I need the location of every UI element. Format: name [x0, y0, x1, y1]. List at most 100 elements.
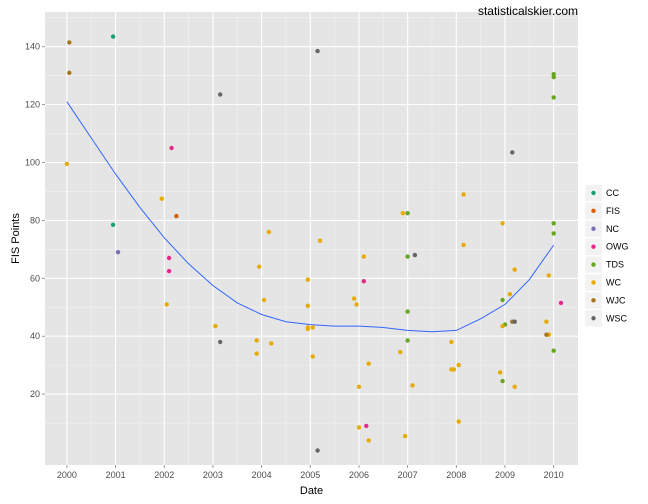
point-wc: [64, 161, 70, 167]
x-tick-label: 2006: [349, 470, 369, 480]
point-wc: [257, 264, 262, 269]
point-wjc: [544, 332, 549, 337]
point-wc: [512, 267, 517, 272]
x-tick-label: 2003: [203, 470, 223, 480]
y-axis-ticks: 20 40 60 80 100 120 140: [25, 42, 45, 399]
y-axis-title: FIS Points: [10, 213, 22, 264]
point-tds: [551, 348, 556, 353]
point-tds: [405, 309, 410, 314]
point-cc: [110, 222, 116, 227]
legend-label-wjc: WJC: [606, 295, 626, 305]
point-wc: [269, 341, 274, 346]
legend-label-nc: NC: [606, 224, 619, 234]
point-tds: [405, 338, 410, 343]
point-owg: [364, 423, 369, 429]
point-wc: [317, 238, 323, 243]
legend: CC FIS NC OWG TDS WC WJC WSC: [584, 184, 629, 328]
point-fis: [174, 213, 179, 219]
smooth-trend-layer: [66, 101, 555, 333]
legend-label-tds: TDS: [606, 260, 624, 270]
legend-swatch-nc: [591, 226, 596, 231]
point-wc: [410, 383, 415, 388]
point-wc: [461, 192, 466, 197]
x-tick-label: 2008: [446, 470, 466, 480]
legend-swatch-cc: [591, 190, 596, 196]
point-wc: [500, 221, 505, 226]
legend-swatch-tds: [591, 262, 596, 267]
point-wc: [305, 326, 310, 332]
point-wsc: [218, 339, 223, 345]
y-tick-label: 40: [30, 331, 40, 341]
point-wsc: [315, 48, 320, 54]
legend-swatch-owg: [591, 244, 596, 249]
point-wc: [310, 325, 315, 330]
smooth-trend-line: [66, 101, 555, 333]
x-tick-label: 2000: [57, 470, 77, 480]
legend-swatch-wjc: [591, 298, 596, 303]
y-tick-label: 80: [30, 215, 40, 225]
x-tick-label: 2010: [544, 470, 564, 480]
point-wc: [449, 339, 454, 345]
point-tds: [551, 95, 556, 100]
point-wc: [500, 323, 505, 329]
point-wc: [546, 273, 551, 278]
point-wc: [497, 370, 503, 375]
y-tick-label: 20: [30, 389, 40, 399]
point-nc: [115, 250, 121, 255]
point-wc: [512, 384, 517, 389]
point-wc: [456, 362, 461, 368]
point-wc: [400, 211, 405, 216]
y-tick-label: 60: [30, 273, 40, 283]
point-wc: [456, 419, 461, 424]
point-wjc: [67, 40, 72, 45]
point-wc: [366, 438, 371, 443]
point-wc: [461, 242, 466, 248]
point-owg: [361, 279, 366, 284]
point-wc: [213, 323, 218, 329]
point-wc: [507, 292, 513, 297]
point-wc: [403, 433, 408, 439]
legend-label-owg: OWG: [606, 242, 629, 252]
legend-label-wsc: WSC: [606, 313, 627, 323]
point-wsc: [315, 448, 320, 453]
point-wc: [159, 196, 164, 201]
point-wsc: [218, 92, 223, 97]
point-cc: [110, 34, 116, 39]
point-owg: [558, 300, 564, 306]
panel-background: [45, 12, 578, 465]
point-tds: [405, 211, 410, 216]
point-wc: [305, 277, 310, 282]
x-tick-label: 2001: [106, 470, 126, 480]
x-tick-label: 2007: [398, 470, 418, 480]
point-owg: [169, 145, 174, 151]
point-tds: [551, 231, 556, 236]
point-wc: [261, 297, 267, 303]
point-wc: [164, 302, 169, 307]
watermark: statisticalskier.com: [478, 4, 578, 18]
point-owg: [166, 268, 172, 274]
point-wsc: [412, 252, 418, 258]
grid-lines: [45, 12, 578, 465]
point-wc: [451, 367, 457, 372]
legend-swatch-wc: [591, 280, 596, 285]
point-wc: [356, 425, 362, 430]
x-axis-ticks: 2000 2001 2002 2003 2004 2005 2006 2007 2008 2009…: [57, 465, 564, 480]
point-wc: [310, 354, 315, 359]
point-wjc: [67, 70, 72, 76]
point-wc: [305, 303, 310, 308]
legend-label-fis: FIS: [606, 206, 620, 216]
x-tick-label: 2004: [252, 470, 272, 480]
legend-label-wc: WC: [606, 277, 621, 287]
y-tick-label: 140: [25, 42, 40, 52]
point-wc: [544, 319, 549, 324]
legend-swatch-wsc: [591, 316, 596, 321]
y-tick-label: 100: [25, 158, 40, 168]
point-tds: [500, 378, 505, 384]
legend-swatch-fis: [591, 208, 596, 214]
data-points: [64, 34, 564, 453]
point-wsc: [512, 319, 517, 324]
point-wc: [354, 302, 359, 307]
point-wc: [254, 338, 259, 343]
x-tick-label: 2009: [495, 470, 515, 480]
